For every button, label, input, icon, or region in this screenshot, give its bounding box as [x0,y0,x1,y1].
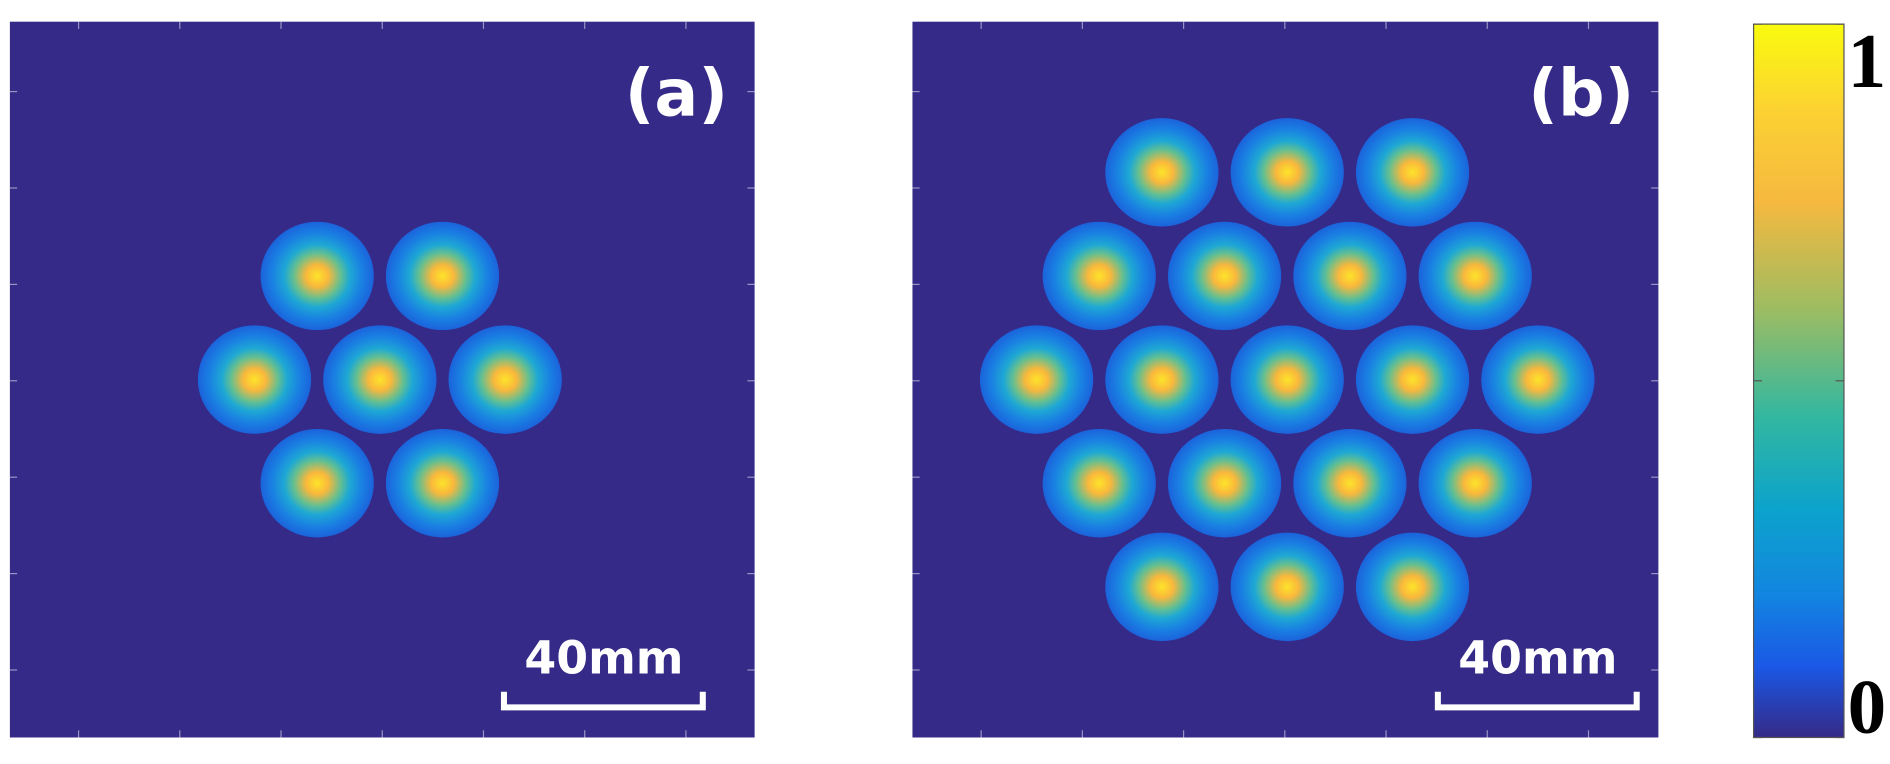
beam-spot [979,325,1094,434]
beam-spot [1230,118,1344,227]
beam-spot [1418,428,1532,538]
scale-bar [1434,691,1640,711]
beam-spot [260,428,374,538]
scale-bar-label: 40mm [524,631,683,685]
beam-spot [1355,325,1470,434]
beam-spot [260,221,374,331]
panel-label: (b) [1528,57,1634,132]
beam-spot [1293,221,1407,331]
beam-spot [448,325,562,434]
colorbar [1752,23,1845,739]
beam-spot [1105,532,1219,642]
beam-spot [1293,428,1407,538]
beam-spot [1167,428,1282,538]
beam-spot [1230,532,1344,642]
beam-spot [1042,428,1156,538]
panel-label: (a) [625,57,728,132]
beam-spot [1355,118,1470,227]
scale-bar [500,691,706,711]
beam-spot [323,325,437,434]
colorbar-min-label: 0 [1848,664,1887,750]
beam-spot [1418,221,1532,331]
beam-spot [1481,325,1595,434]
beam-spot [1105,118,1219,227]
beam-spot [385,221,500,331]
colorbar-max-label: 1 [1848,18,1887,104]
beam-spot [1105,325,1219,434]
beam-spot [1042,221,1156,331]
beam-spot [1355,532,1470,642]
beam-spot [1167,221,1282,331]
beam-spot [1230,325,1344,434]
beam-spot [385,428,500,538]
scale-bar-label: 40mm [1458,631,1617,685]
beam-spot [197,325,312,434]
